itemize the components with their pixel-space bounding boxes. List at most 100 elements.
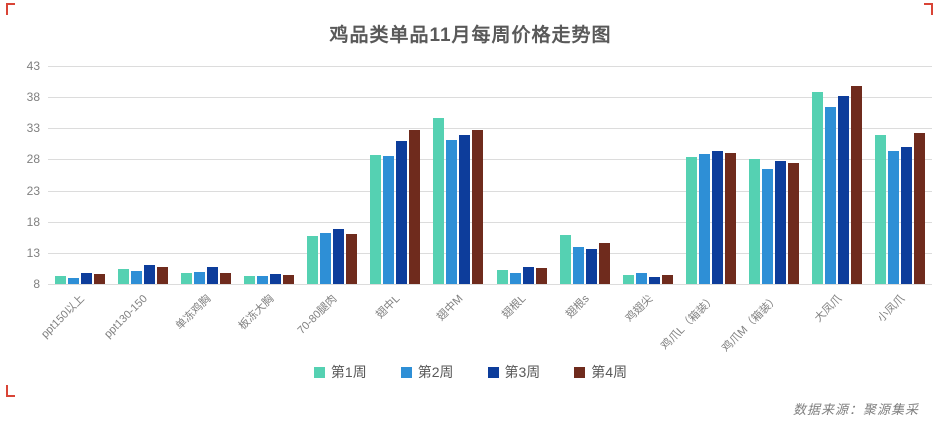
- gridline: [48, 66, 932, 67]
- x-category-label: 翅根s: [564, 292, 592, 321]
- bar[interactable]: [193, 272, 205, 284]
- x-category-label: 鸡翅尖: [623, 292, 656, 325]
- bar[interactable]: [80, 272, 92, 284]
- bar[interactable]: [698, 153, 710, 284]
- bar[interactable]: [409, 130, 421, 284]
- bar[interactable]: [762, 168, 774, 284]
- bar[interactable]: [472, 130, 484, 284]
- x-category-label: ppt130-150: [102, 292, 150, 341]
- y-tick-label: 13: [26, 245, 40, 260]
- bar[interactable]: [269, 274, 281, 284]
- bar[interactable]: [901, 146, 913, 284]
- bar[interactable]: [711, 151, 723, 284]
- legend: 第1周 第2周 第3周 第4周: [0, 362, 941, 382]
- bar[interactable]: [888, 151, 900, 284]
- y-tick-label: 23: [26, 183, 40, 198]
- gridline: [48, 221, 932, 223]
- bar[interactable]: [383, 155, 395, 284]
- x-category-label: 单冻鸡胸: [173, 292, 214, 333]
- legend-item: 第4周: [574, 362, 627, 382]
- bar-group: [174, 66, 237, 284]
- y-tick-label: 33: [26, 121, 40, 136]
- x-category-label: 小凤爪: [875, 292, 908, 325]
- bar[interactable]: [749, 158, 761, 284]
- bar[interactable]: [143, 265, 155, 284]
- bar[interactable]: [54, 275, 66, 284]
- bar[interactable]: [838, 95, 850, 284]
- bar[interactable]: [320, 232, 332, 284]
- y-tick-label: 18: [26, 214, 40, 229]
- bar[interactable]: [788, 163, 800, 284]
- x-category-label: 鸡爪M（箱装）: [719, 292, 782, 355]
- x-category-label: 鸡爪L（箱装）: [658, 292, 719, 353]
- bar[interactable]: [243, 275, 255, 284]
- x-category-label: 翅中M: [435, 292, 466, 324]
- x-category-label: 板冻大胸: [236, 292, 277, 333]
- bar[interactable]: [333, 228, 345, 284]
- bar[interactable]: [459, 135, 471, 284]
- bar-group: [806, 66, 869, 284]
- bar[interactable]: [559, 234, 571, 284]
- x-category-label: ppt150以上: [39, 292, 87, 341]
- bar[interactable]: [724, 153, 736, 284]
- bar[interactable]: [851, 85, 863, 284]
- x-category-label: 翅中L: [374, 292, 403, 322]
- bar[interactable]: [180, 272, 192, 284]
- bar[interactable]: [825, 107, 837, 284]
- x-category-label: 大凤爪: [812, 292, 845, 325]
- gridline: [48, 190, 932, 192]
- bar[interactable]: [307, 236, 319, 284]
- y-tick-label: 43: [26, 59, 40, 73]
- bar[interactable]: [572, 247, 584, 284]
- bar[interactable]: [396, 140, 408, 284]
- bar-group: [427, 66, 490, 284]
- bar[interactable]: [635, 272, 647, 284]
- bar-group: [490, 66, 553, 284]
- gridline: [48, 284, 932, 285]
- y-tick-label: 28: [26, 152, 40, 167]
- bar[interactable]: [522, 267, 534, 284]
- gridline: [48, 252, 932, 254]
- bar[interactable]: [585, 249, 597, 284]
- bar[interactable]: [875, 135, 887, 284]
- bar[interactable]: [93, 274, 105, 284]
- bar[interactable]: [598, 242, 610, 284]
- x-category-label: 70-80腿肉: [295, 292, 340, 337]
- bar[interactable]: [256, 275, 268, 284]
- plot-area: [48, 66, 932, 285]
- bar[interactable]: [346, 233, 358, 284]
- bar[interactable]: [535, 267, 547, 284]
- legend-label: 第1周: [330, 364, 367, 380]
- bar[interactable]: [219, 273, 231, 284]
- bar[interactable]: [282, 275, 294, 284]
- bar[interactable]: [648, 277, 660, 284]
- bar[interactable]: [685, 156, 697, 284]
- legend-item: 第2周: [400, 362, 454, 382]
- bar[interactable]: [509, 272, 521, 284]
- bar[interactable]: [661, 275, 673, 284]
- legend-swatch: [313, 366, 325, 378]
- bar[interactable]: [156, 267, 168, 284]
- bar[interactable]: [812, 91, 824, 284]
- bar[interactable]: [914, 133, 926, 284]
- bar[interactable]: [775, 161, 787, 284]
- bar[interactable]: [130, 270, 142, 284]
- bar-group: [616, 66, 679, 284]
- bar[interactable]: [496, 269, 508, 284]
- bar[interactable]: [446, 140, 458, 284]
- bar-group: [301, 66, 364, 284]
- legend-swatch: [400, 366, 412, 378]
- bar[interactable]: [370, 155, 382, 284]
- bar-group: [48, 66, 111, 284]
- bar[interactable]: [622, 275, 634, 284]
- bar-group: [364, 66, 427, 284]
- bar[interactable]: [67, 277, 79, 284]
- bar[interactable]: [433, 118, 445, 284]
- bar[interactable]: [206, 267, 218, 284]
- bar[interactable]: [117, 269, 129, 284]
- legend-item: 第1周: [313, 362, 367, 382]
- bar-group: [553, 66, 616, 284]
- bar-group: [743, 66, 806, 284]
- bar-group: [111, 66, 174, 284]
